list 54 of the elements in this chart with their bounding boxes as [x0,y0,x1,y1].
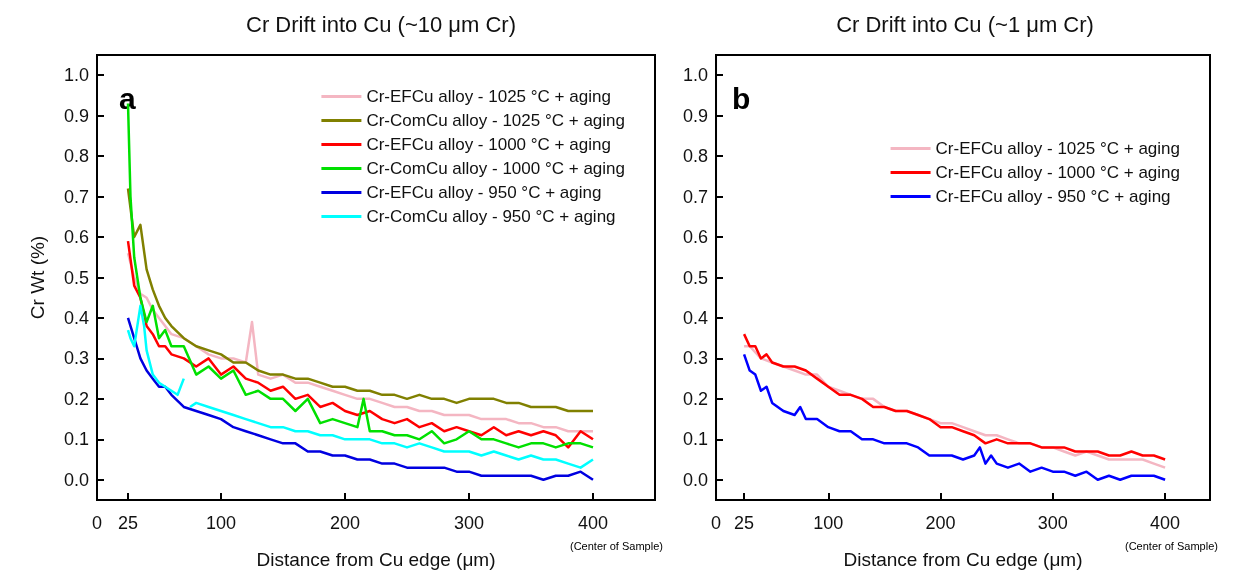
y-tick-label: 0.0 [63,469,89,490]
x-tick-label: 400 [577,513,609,533]
x-axis-title: Distance from Cu edge (μm) [256,549,496,570]
y-tick-label: 0.3 [63,348,89,369]
legend-label: Cr-EFCu alloy - 1000 °C + aging [366,135,611,154]
x-tick-label: 100 [205,513,237,533]
text: (Center of Sample) [570,539,663,552]
x-tick-label: 400 [1150,513,1181,533]
legend-label: Cr-ComCu alloy - 1000 °C + aging [366,159,626,178]
y-tick-label: 0.0 [682,469,709,490]
x-tick-label: 25 [117,513,139,533]
legend-label: Cr-EFCu alloy - 1025 °C + aging [366,87,611,106]
y-tick-label: 0.1 [63,429,89,450]
y-axis-title: Cr Wt (%) [27,235,48,320]
chart-title: Cr Drift into Cu (~10 μm Cr) [246,11,516,37]
y-tick-label: 1.0 [682,65,709,86]
y-tick-label: 1.0 [63,65,89,86]
y-tick-label: 0.2 [63,388,89,409]
legend-label: Cr-ComCu alloy - 950 °C + aging [366,207,616,226]
x-tick-label: 200 [329,513,361,533]
y-tick-label: 0.8 [63,146,89,167]
y-tick-label: 0.5 [63,267,89,288]
y-tick-label: 0.3 [682,348,709,369]
y-tick-label: 0.9 [682,105,709,126]
y-tick-label: 0.6 [682,227,709,248]
x-tick-label: 300 [1037,513,1068,533]
x-tick-label: 25 [734,513,755,533]
y-tick-label: 0.4 [63,307,89,328]
x-tick-label: 0 [711,513,722,533]
y-tick-label: 0.7 [63,186,89,207]
y-tick-label: 0.2 [682,388,709,409]
x-tick-label: 300 [453,513,485,533]
legend-label: Cr-EFCu alloy - 1000 °C + aging [935,163,1180,182]
y-tick-label: 0.9 [63,105,89,126]
line-series [742,332,1167,461]
x-tick-label: 200 [925,513,956,533]
y-tick-label: 0.8 [682,146,709,167]
y-tick-label: 0.1 [682,429,709,450]
y-tick-label: 0.5 [682,267,709,288]
x-axis-title: Distance from Cu edge (μm) [843,549,1083,570]
x-tick-label: 0 [91,513,103,533]
text: (Center of Sample) [1125,539,1218,552]
line-series [742,353,1167,482]
legend-label: Cr-EFCu alloy - 950 °C + aging [366,183,602,202]
legend-label: Cr-EFCu alloy - 950 °C + aging [935,187,1171,206]
y-tick-label: 0.6 [63,227,89,248]
legend-label: Cr-ComCu alloy - 1025 °C + aging [366,111,626,130]
y-tick-label: 0.7 [682,186,709,207]
annotation: a [119,81,136,115]
x-tick-label: 100 [813,513,844,533]
legend-label: Cr-EFCu alloy - 1025 °C + aging [935,139,1180,158]
y-tick-label: 0.4 [682,307,709,328]
chart-title: Cr Drift into Cu (~1 μm Cr) [836,11,1094,37]
annotation: b [732,81,751,115]
